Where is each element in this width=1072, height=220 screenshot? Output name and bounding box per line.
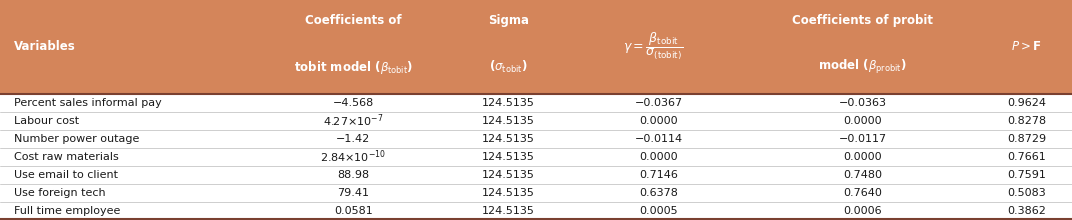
Text: 0.6378: 0.6378 — [639, 188, 679, 198]
Text: 0.5083: 0.5083 — [1007, 188, 1046, 198]
Text: −0.0367: −0.0367 — [635, 97, 683, 108]
Text: 124.5135: 124.5135 — [482, 188, 535, 198]
Text: 0.0000: 0.0000 — [639, 152, 679, 162]
Text: Number power outage: Number power outage — [14, 134, 139, 144]
Text: 0.8278: 0.8278 — [1007, 116, 1046, 126]
Text: tobit model ($\beta_\mathrm{tobit}$): tobit model ($\beta_\mathrm{tobit}$) — [294, 59, 413, 76]
Text: 0.3862: 0.3862 — [1007, 206, 1046, 216]
Text: −0.0114: −0.0114 — [635, 134, 683, 144]
Text: Coefficients of probit: Coefficients of probit — [792, 14, 933, 27]
Text: 124.5135: 124.5135 — [482, 134, 535, 144]
Text: Variables: Variables — [14, 40, 76, 53]
Text: 0.0000: 0.0000 — [843, 116, 882, 126]
Bar — [0, 202, 1072, 220]
Text: 0.9624: 0.9624 — [1007, 97, 1046, 108]
Text: 0.0006: 0.0006 — [843, 206, 882, 216]
Text: $4.27{\times}10^{-7}$: $4.27{\times}10^{-7}$ — [323, 112, 384, 129]
Text: $2.84{\times}10^{-10}$: $2.84{\times}10^{-10}$ — [321, 148, 386, 165]
Text: 88.98: 88.98 — [338, 170, 369, 180]
Text: $P$$>$F: $P$$>$F — [1011, 40, 1042, 53]
Text: −0.0363: −0.0363 — [838, 97, 887, 108]
Text: −4.568: −4.568 — [332, 97, 374, 108]
Text: model ($\beta_\mathrm{probit}$): model ($\beta_\mathrm{probit}$) — [818, 58, 907, 76]
Text: 124.5135: 124.5135 — [482, 116, 535, 126]
Text: −0.0117: −0.0117 — [838, 134, 887, 144]
Text: Full time employee: Full time employee — [14, 206, 120, 216]
Text: 0.0000: 0.0000 — [843, 152, 882, 162]
Bar — [0, 112, 1072, 130]
Text: 0.8729: 0.8729 — [1007, 134, 1046, 144]
Text: Use email to client: Use email to client — [14, 170, 118, 180]
Text: 124.5135: 124.5135 — [482, 206, 535, 216]
Bar — [0, 166, 1072, 184]
Text: Sigma: Sigma — [488, 14, 530, 27]
Text: Cost raw materials: Cost raw materials — [14, 152, 119, 162]
Text: ($\sigma_\mathrm{tobit}$): ($\sigma_\mathrm{tobit}$) — [490, 59, 527, 75]
Text: 0.7591: 0.7591 — [1007, 170, 1046, 180]
Text: 79.41: 79.41 — [338, 188, 369, 198]
Bar — [0, 94, 1072, 112]
Text: Labour cost: Labour cost — [14, 116, 79, 126]
Text: 0.7146: 0.7146 — [639, 170, 679, 180]
Text: 0.7640: 0.7640 — [843, 188, 882, 198]
Bar — [0, 184, 1072, 202]
Text: Percent sales informal pay: Percent sales informal pay — [14, 97, 162, 108]
Text: 0.7661: 0.7661 — [1007, 152, 1046, 162]
Text: $\gamma = \dfrac{\beta_\mathrm{tobit}}{\sigma_\mathrm{(tobit)}}$: $\gamma = \dfrac{\beta_\mathrm{tobit}}{\… — [623, 31, 684, 62]
Text: 124.5135: 124.5135 — [482, 97, 535, 108]
Text: 0.0005: 0.0005 — [639, 206, 679, 216]
Bar — [0, 130, 1072, 148]
Text: 124.5135: 124.5135 — [482, 152, 535, 162]
Text: 0.7480: 0.7480 — [843, 170, 882, 180]
Text: Use foreign tech: Use foreign tech — [14, 188, 105, 198]
Text: 124.5135: 124.5135 — [482, 170, 535, 180]
Text: −1.42: −1.42 — [337, 134, 370, 144]
Text: Coefficients of: Coefficients of — [304, 14, 402, 27]
Bar — [0, 148, 1072, 166]
Text: 0.0000: 0.0000 — [639, 116, 679, 126]
Text: 0.0581: 0.0581 — [333, 206, 373, 216]
